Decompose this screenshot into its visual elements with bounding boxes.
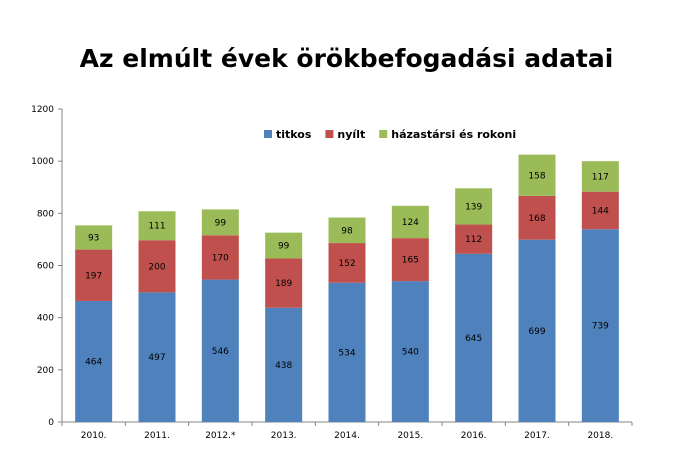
y-tick-label: 200 — [37, 366, 54, 376]
x-tick-label: 2015. — [397, 431, 423, 441]
x-tick-label: 2013. — [271, 431, 297, 441]
data-label: 165 — [402, 256, 419, 266]
data-label: 540 — [402, 348, 419, 358]
bar-segment-nyílt — [455, 224, 493, 254]
bar-segment-titkos — [581, 229, 619, 422]
data-label: 99 — [278, 242, 290, 252]
data-label: 124 — [402, 218, 419, 228]
legend-swatch — [264, 130, 272, 138]
data-label: 645 — [465, 334, 482, 344]
bar-segment-titkos — [265, 307, 303, 422]
y-tick-label: 1000 — [31, 157, 54, 167]
bar-segment-nyílt — [265, 258, 303, 308]
bar-segment-nyílt — [75, 249, 113, 301]
bar-segment-titkos — [75, 300, 113, 422]
data-label: 189 — [275, 279, 292, 289]
data-label: 111 — [148, 222, 165, 232]
bar-segment-házastársi-és-rokoni — [265, 232, 303, 259]
chart-title: Az elmúlt évek örökbefogadási adatai — [79, 44, 614, 73]
bar-segment-titkos — [518, 239, 556, 422]
y-tick-label: 400 — [37, 314, 54, 324]
data-label: 739 — [592, 322, 609, 332]
data-label: 200 — [148, 262, 165, 272]
data-label: 497 — [148, 353, 165, 363]
bar-segment-nyílt — [201, 235, 239, 280]
data-label: 546 — [212, 347, 229, 357]
bar-segment-nyílt — [581, 191, 619, 230]
legend: titkos nyílt házastársi és rokoni — [264, 128, 516, 141]
data-label: 139 — [465, 202, 482, 212]
x-tick-label: 2011. — [144, 431, 170, 441]
data-label: 168 — [528, 214, 545, 224]
legend-label: titkos — [276, 128, 312, 141]
data-label: 112 — [465, 235, 482, 245]
x-tick-label: 2016. — [461, 431, 487, 441]
bar-segment-nyílt — [328, 243, 366, 283]
bar-segment-titkos — [391, 281, 429, 422]
bar-segment-házastársi-és-rokoni — [455, 188, 493, 225]
bar-segment-házastársi-és-rokoni — [328, 217, 366, 244]
bar-segment-titkos — [201, 279, 239, 422]
data-label: 117 — [592, 172, 609, 182]
data-label: 93 — [88, 233, 99, 243]
data-label: 144 — [592, 206, 609, 216]
x-tick-label: 2012.* — [205, 431, 236, 441]
bar-segment-házastársi-és-rokoni — [138, 211, 176, 241]
legend-label: házastársi és rokoni — [391, 128, 516, 141]
data-label: 152 — [338, 259, 355, 269]
bar-segment-házastársi-és-rokoni — [518, 154, 556, 196]
y-tick-label: 0 — [48, 418, 54, 428]
y-tick-label: 800 — [37, 209, 54, 219]
bar-segment-házastársi-és-rokoni — [581, 161, 619, 192]
legend-label: nyílt — [337, 128, 365, 141]
bar-segment-házastársi-és-rokoni — [201, 209, 239, 236]
data-label: 464 — [85, 357, 102, 367]
data-label: 699 — [528, 327, 545, 337]
x-tick-label: 2018. — [587, 431, 613, 441]
bar-segment-titkos — [138, 292, 176, 422]
data-label: 197 — [85, 271, 102, 281]
data-label: 158 — [528, 171, 545, 181]
bar-segment-nyílt — [138, 240, 176, 293]
bar-segment-nyílt — [391, 238, 429, 282]
bar-segment-titkos — [455, 253, 493, 422]
data-label: 99 — [215, 218, 227, 228]
data-label: 98 — [341, 226, 353, 236]
y-tick-label: 1200 — [31, 105, 54, 115]
data-label: 438 — [275, 361, 292, 371]
x-tick-label: 2010. — [81, 431, 107, 441]
data-labels: 464 197 93 497 200 111 546 170 99 438 189 99 534 152 9… — [85, 171, 609, 371]
data-label: 170 — [212, 253, 229, 263]
legend-swatch — [379, 130, 388, 138]
bars — [75, 154, 619, 422]
y-tick-label: 600 — [37, 262, 54, 272]
legend-swatch — [325, 130, 334, 138]
x-tick-label: 2017. — [524, 431, 550, 441]
x-tick-label: 2014. — [334, 431, 360, 441]
bar-segment-házastársi-és-rokoni — [75, 225, 113, 250]
bar-segment-titkos — [328, 282, 366, 422]
bar-segment-házastársi-és-rokoni — [391, 205, 429, 239]
data-label: 534 — [338, 348, 355, 358]
bar-segment-nyílt — [518, 195, 556, 240]
